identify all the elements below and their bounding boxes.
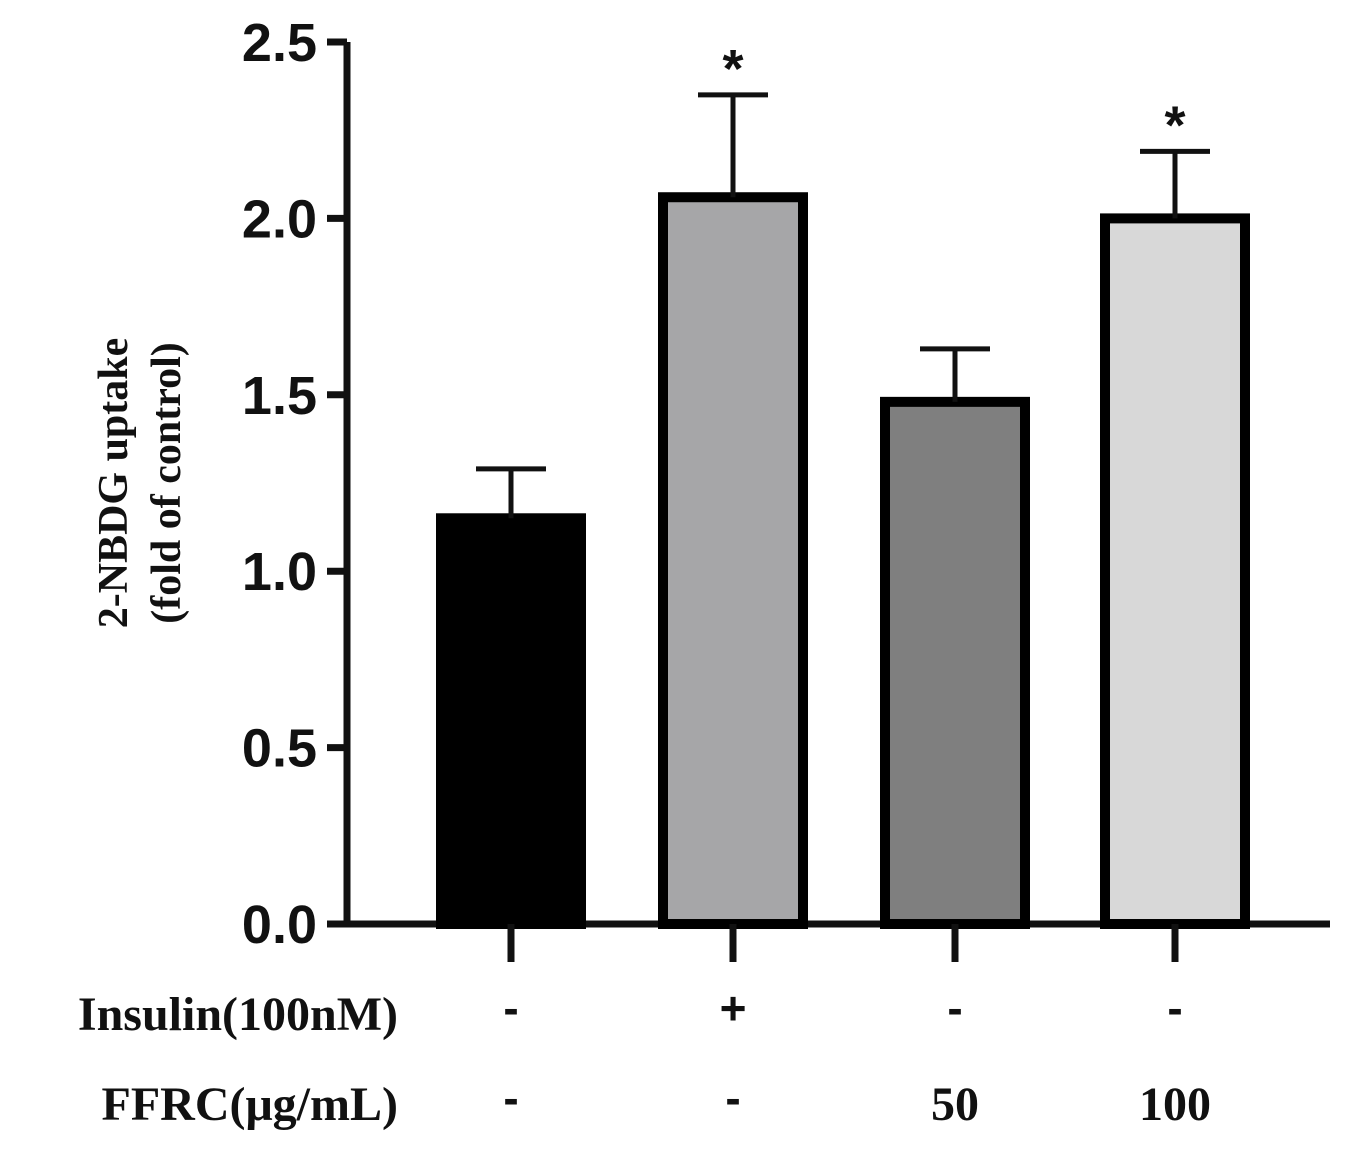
y-tick-label: 1.5 <box>242 366 317 426</box>
condition-label: Insulin(100nM) <box>78 988 398 1041</box>
y-axis-label-line-1: 2-NBDG uptake <box>91 338 137 629</box>
condition-value: - <box>947 982 962 1034</box>
bar-ffrc-50 <box>880 396 1030 929</box>
significance-marker: * <box>722 39 743 99</box>
condition-value: - <box>503 1072 518 1124</box>
significance-marker: * <box>1164 95 1185 155</box>
y-tick-label: 1.0 <box>242 542 317 602</box>
y-axis-label-line-2: (fold of control) <box>144 342 190 624</box>
y-tick-label: 2.5 <box>242 13 317 73</box>
bar-control <box>436 513 586 930</box>
y-tick-label: 0.0 <box>242 895 317 955</box>
y-tick-label: 2.0 <box>242 189 317 249</box>
condition-label: FFRC(μg/mL) <box>102 1078 398 1131</box>
condition-value: - <box>1167 982 1182 1034</box>
condition-value: - <box>503 982 518 1034</box>
bar-ffrc-100 <box>1100 213 1250 929</box>
bar-insulin <box>658 192 808 929</box>
condition-value: - <box>725 1072 740 1124</box>
condition-value: 50 <box>931 1078 979 1131</box>
y-tick-label: 0.5 <box>242 719 317 779</box>
condition-value: 100 <box>1139 1078 1211 1131</box>
condition-value: + <box>720 982 747 1034</box>
